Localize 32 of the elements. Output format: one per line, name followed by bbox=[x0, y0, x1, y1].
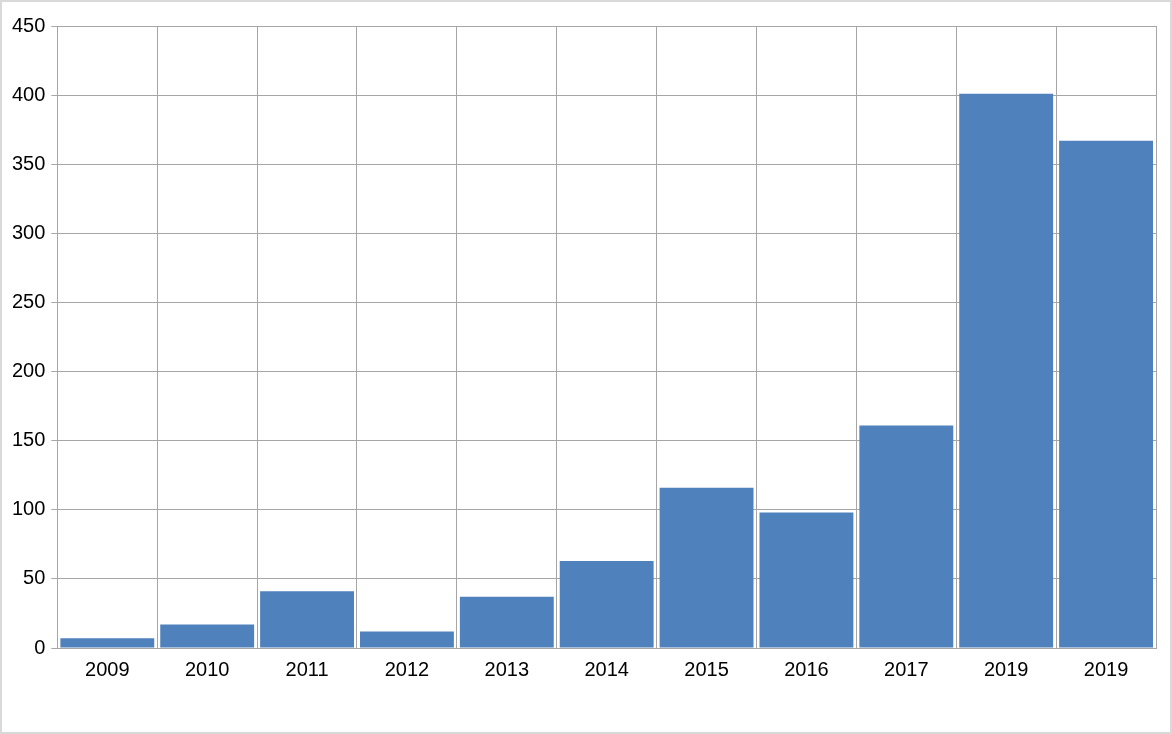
y-tick-label: 400 bbox=[11, 82, 46, 105]
bar bbox=[659, 487, 754, 648]
bar bbox=[759, 512, 854, 648]
x-tick-label: 2012 bbox=[384, 657, 430, 680]
y-tick-label: 150 bbox=[11, 428, 46, 451]
y-tick-label: 0 bbox=[34, 635, 46, 658]
bar bbox=[60, 638, 155, 648]
y-tick-label: 100 bbox=[11, 497, 46, 520]
y-tick-label: 300 bbox=[11, 220, 46, 243]
y-tick-label: 250 bbox=[11, 289, 46, 312]
bar bbox=[559, 560, 654, 648]
bar bbox=[859, 425, 954, 648]
bar bbox=[959, 93, 1054, 648]
bar bbox=[160, 624, 255, 648]
x-tick-label: 2009 bbox=[85, 657, 130, 680]
y-tick-label: 50 bbox=[23, 566, 46, 589]
y-tick-label: 200 bbox=[11, 359, 46, 382]
bar bbox=[1059, 140, 1153, 648]
x-tick-label: 2019 bbox=[1083, 657, 1129, 680]
x-tick-label: 2014 bbox=[584, 657, 629, 680]
x-tick-label: 2017 bbox=[884, 657, 929, 680]
x-tick-label: 2015 bbox=[684, 657, 729, 680]
x-tick-label: 2016 bbox=[784, 657, 829, 680]
x-tick-label: 2011 bbox=[285, 657, 329, 680]
y-tick-label: 350 bbox=[11, 151, 46, 174]
bar bbox=[459, 596, 554, 648]
bar bbox=[260, 591, 354, 648]
x-tick-label: 2013 bbox=[484, 657, 530, 680]
y-tick-label: 450 bbox=[11, 13, 46, 36]
x-tick-label: 2010 bbox=[184, 657, 230, 680]
x-tick-label: 2019 bbox=[983, 657, 1029, 680]
bar bbox=[359, 631, 454, 648]
